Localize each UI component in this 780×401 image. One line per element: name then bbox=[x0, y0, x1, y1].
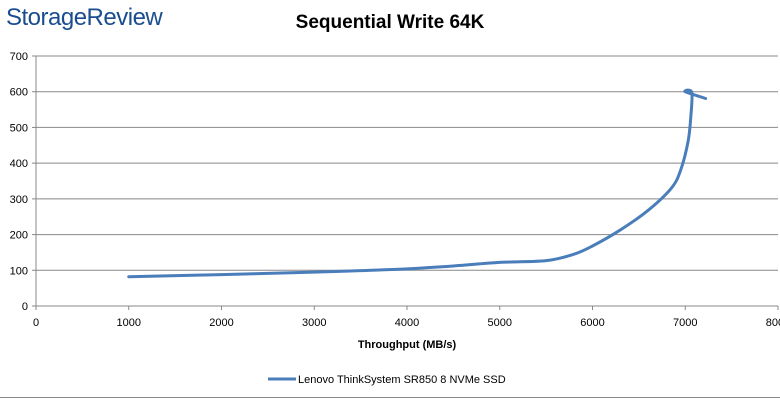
x-tick-label: 7000 bbox=[673, 317, 697, 329]
y-axis-tick-labels: 0 100 200 300 400 500 600 700 bbox=[10, 51, 28, 313]
y-tick-label: 100 bbox=[10, 265, 28, 277]
x-axis-title: Throughput (MB/s) bbox=[358, 339, 457, 351]
x-axis-tick-labels: 0 1000 2000 3000 4000 5000 6000 7000 8000 bbox=[33, 317, 780, 329]
y-tick-label: 200 bbox=[10, 230, 28, 242]
bottom-divider bbox=[0, 397, 780, 398]
series-line bbox=[127, 88, 708, 279]
brand-logo: StorageReview bbox=[6, 4, 163, 31]
x-tick-label: 8000 bbox=[766, 317, 780, 329]
chart-title: Sequential Write 64K bbox=[295, 12, 485, 33]
legend: Lenovo ThinkSystem SR850 8 NVMe SSD bbox=[268, 374, 506, 386]
x-tick-label: 2000 bbox=[209, 317, 233, 329]
y-tick-label: 300 bbox=[10, 194, 28, 206]
series-layer bbox=[127, 88, 708, 279]
x-tick-label: 3000 bbox=[302, 317, 326, 329]
x-tick-label: 5000 bbox=[488, 317, 512, 329]
gridlines bbox=[36, 55, 778, 271]
y-tick-label: 0 bbox=[22, 301, 28, 313]
x-tick-label: 0 bbox=[33, 317, 39, 329]
y-tick-label: 500 bbox=[10, 122, 28, 134]
x-tick-label: 6000 bbox=[580, 317, 604, 329]
y-tick-label: 400 bbox=[10, 158, 28, 170]
x-tick-label: 4000 bbox=[395, 317, 419, 329]
y-tick-label: 600 bbox=[10, 87, 28, 99]
axes bbox=[32, 55, 779, 310]
y-tick-label: 700 bbox=[10, 51, 28, 63]
x-tick-label: 1000 bbox=[117, 317, 141, 329]
legend-label: Lenovo ThinkSystem SR850 8 NVMe SSD bbox=[298, 374, 506, 386]
